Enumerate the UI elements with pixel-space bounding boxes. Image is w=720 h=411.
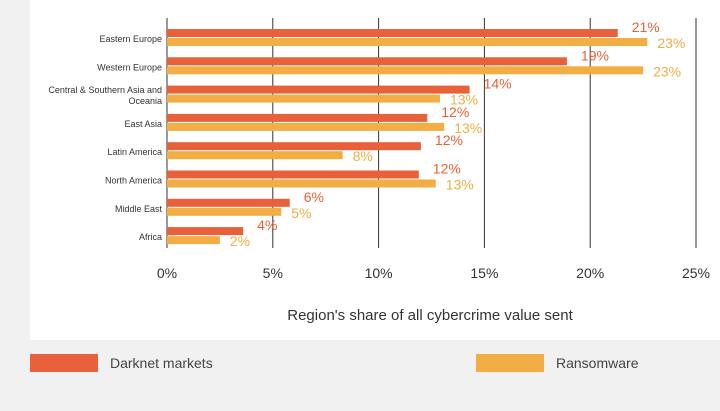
- bar-darknet: [167, 227, 244, 236]
- data-label-darknet: 12%: [441, 104, 469, 120]
- bar-ransomware: [167, 179, 436, 188]
- category-label: East Asia: [124, 119, 162, 129]
- data-label-darknet: 21%: [632, 19, 660, 35]
- data-label-darknet: 14%: [484, 76, 512, 92]
- category-label: Central & Southern Asia and: [48, 85, 162, 95]
- legend-swatch-darknet: [30, 354, 98, 372]
- x-tick-label: 10%: [365, 265, 393, 281]
- data-label-darknet: 12%: [435, 132, 463, 148]
- data-label-darknet: 4%: [257, 217, 277, 233]
- bars: [167, 29, 648, 245]
- data-label-ransomware: 13%: [450, 92, 478, 108]
- bar-darknet: [167, 57, 567, 66]
- bar-ransomware: [167, 38, 648, 46]
- bar-darknet: [167, 198, 290, 207]
- category-label: Middle East: [115, 204, 163, 214]
- bar-darknet: [167, 85, 470, 94]
- bar-darknet: [167, 113, 428, 122]
- legend: Darknet markets Ransomware: [0, 340, 720, 411]
- legend-item-ransomware: Ransomware: [476, 354, 638, 372]
- category-label: North America: [105, 176, 162, 186]
- x-tick-label: 15%: [470, 265, 498, 281]
- x-axis-title: Region's share of all cybercrime value s…: [287, 307, 573, 324]
- category-label: Africa: [139, 232, 162, 242]
- legend-label-ransomware: Ransomware: [556, 355, 639, 371]
- x-tick-label: 5%: [263, 265, 283, 281]
- data-label-ransomware: 5%: [291, 205, 311, 221]
- data-label-ransomware: 23%: [657, 35, 685, 51]
- data-label-ransomware: 13%: [454, 120, 482, 136]
- x-tick-label: 25%: [682, 265, 710, 281]
- category-labels: Eastern Europe Western Europe Central & So…: [48, 34, 162, 242]
- data-label-ransomware: 23%: [653, 63, 681, 79]
- category-label: Eastern Europe: [99, 34, 162, 44]
- x-tick-labels: 0% 5% 10% 15% 20% 25%: [157, 265, 710, 281]
- bar-darknet: [167, 142, 421, 151]
- bar-chart: 21%23%19%23%14%13%12%13%12%8%12%13%6%5%4…: [48, 18, 710, 324]
- data-label-darknet: 6%: [304, 189, 324, 205]
- bar-ransomware: [167, 151, 343, 160]
- bar-ransomware: [167, 66, 644, 75]
- bar-ransomware: [167, 236, 220, 245]
- data-label-darknet: 12%: [433, 161, 461, 177]
- bar-ransomware: [167, 94, 440, 103]
- category-label: Western Europe: [97, 62, 162, 72]
- data-label-ransomware: 8%: [353, 148, 373, 164]
- x-tick-label: 0%: [157, 265, 177, 281]
- data-label-ransomware: 13%: [446, 177, 474, 193]
- category-label: Oceania: [128, 96, 162, 106]
- bar-darknet: [167, 170, 419, 179]
- category-label: Latin America: [107, 147, 162, 157]
- bar-ransomware: [167, 122, 445, 131]
- legend-item-darknet: Darknet markets: [30, 354, 213, 372]
- bar-darknet: [167, 29, 618, 37]
- x-tick-label: 20%: [576, 265, 604, 281]
- data-labels: 21%23%19%23%14%13%12%13%12%8%12%13%6%5%4…: [230, 19, 685, 249]
- data-label-ransomware: 2%: [230, 233, 250, 249]
- legend-swatch-ransomware: [476, 354, 544, 372]
- bar-ransomware: [167, 207, 282, 216]
- data-label-darknet: 19%: [581, 47, 609, 63]
- legend-label-darknet: Darknet markets: [110, 355, 213, 371]
- chart-panel: 21% 23% 19% 23% 14% 13% 12% 13% 12% 8% 12% 13% 6% 5% 4…: [30, 0, 720, 340]
